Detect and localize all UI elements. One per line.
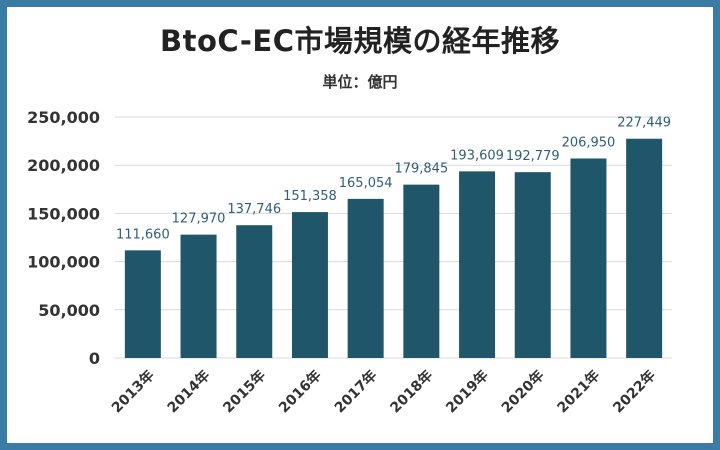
data-label: 127,970 — [172, 212, 226, 227]
data-label: 206,950 — [562, 136, 616, 151]
x-tick-label: 2017年 — [331, 367, 380, 416]
data-label: 227,449 — [617, 116, 671, 131]
bar — [514, 172, 551, 358]
x-tick-label: 2018年 — [387, 367, 436, 416]
x-tick-label: 2022年 — [610, 367, 659, 416]
chart-title: BtoC-EC市場規模の経年推移 — [160, 24, 560, 58]
x-tick-label: 2020年 — [498, 367, 547, 416]
data-label: 192,779 — [506, 149, 560, 164]
bar — [180, 234, 217, 358]
y-tick-label: 100,000 — [27, 253, 100, 272]
y-tick-label: 150,000 — [27, 204, 100, 223]
x-tick-label: 2019年 — [442, 367, 491, 416]
bar — [570, 158, 607, 358]
bar — [347, 198, 384, 358]
x-tick-label: 2016年 — [275, 367, 324, 416]
x-tick-label: 2013年 — [108, 367, 157, 416]
data-label: 165,054 — [339, 176, 393, 191]
data-label: 137,746 — [227, 202, 281, 217]
data-label: 151,358 — [283, 189, 337, 204]
data-label: 193,609 — [450, 148, 504, 163]
y-tick-label: 0 — [89, 349, 100, 368]
x-tick-label: 2014年 — [164, 367, 213, 416]
bar — [626, 138, 663, 358]
y-tick-label: 200,000 — [27, 156, 100, 175]
bar — [124, 250, 161, 358]
chart-subtitle: 単位：億円 — [322, 73, 398, 91]
y-tick-label: 50,000 — [38, 301, 100, 320]
data-label: 179,845 — [394, 162, 448, 177]
y-tick-label: 250,000 — [27, 108, 100, 127]
bar — [459, 171, 496, 358]
data-label: 111,660 — [116, 227, 170, 242]
x-tick-label: 2021年 — [554, 367, 603, 416]
bar — [291, 212, 328, 358]
bar — [403, 184, 440, 358]
x-tick-label: 2015年 — [220, 367, 269, 416]
bar — [236, 225, 273, 358]
